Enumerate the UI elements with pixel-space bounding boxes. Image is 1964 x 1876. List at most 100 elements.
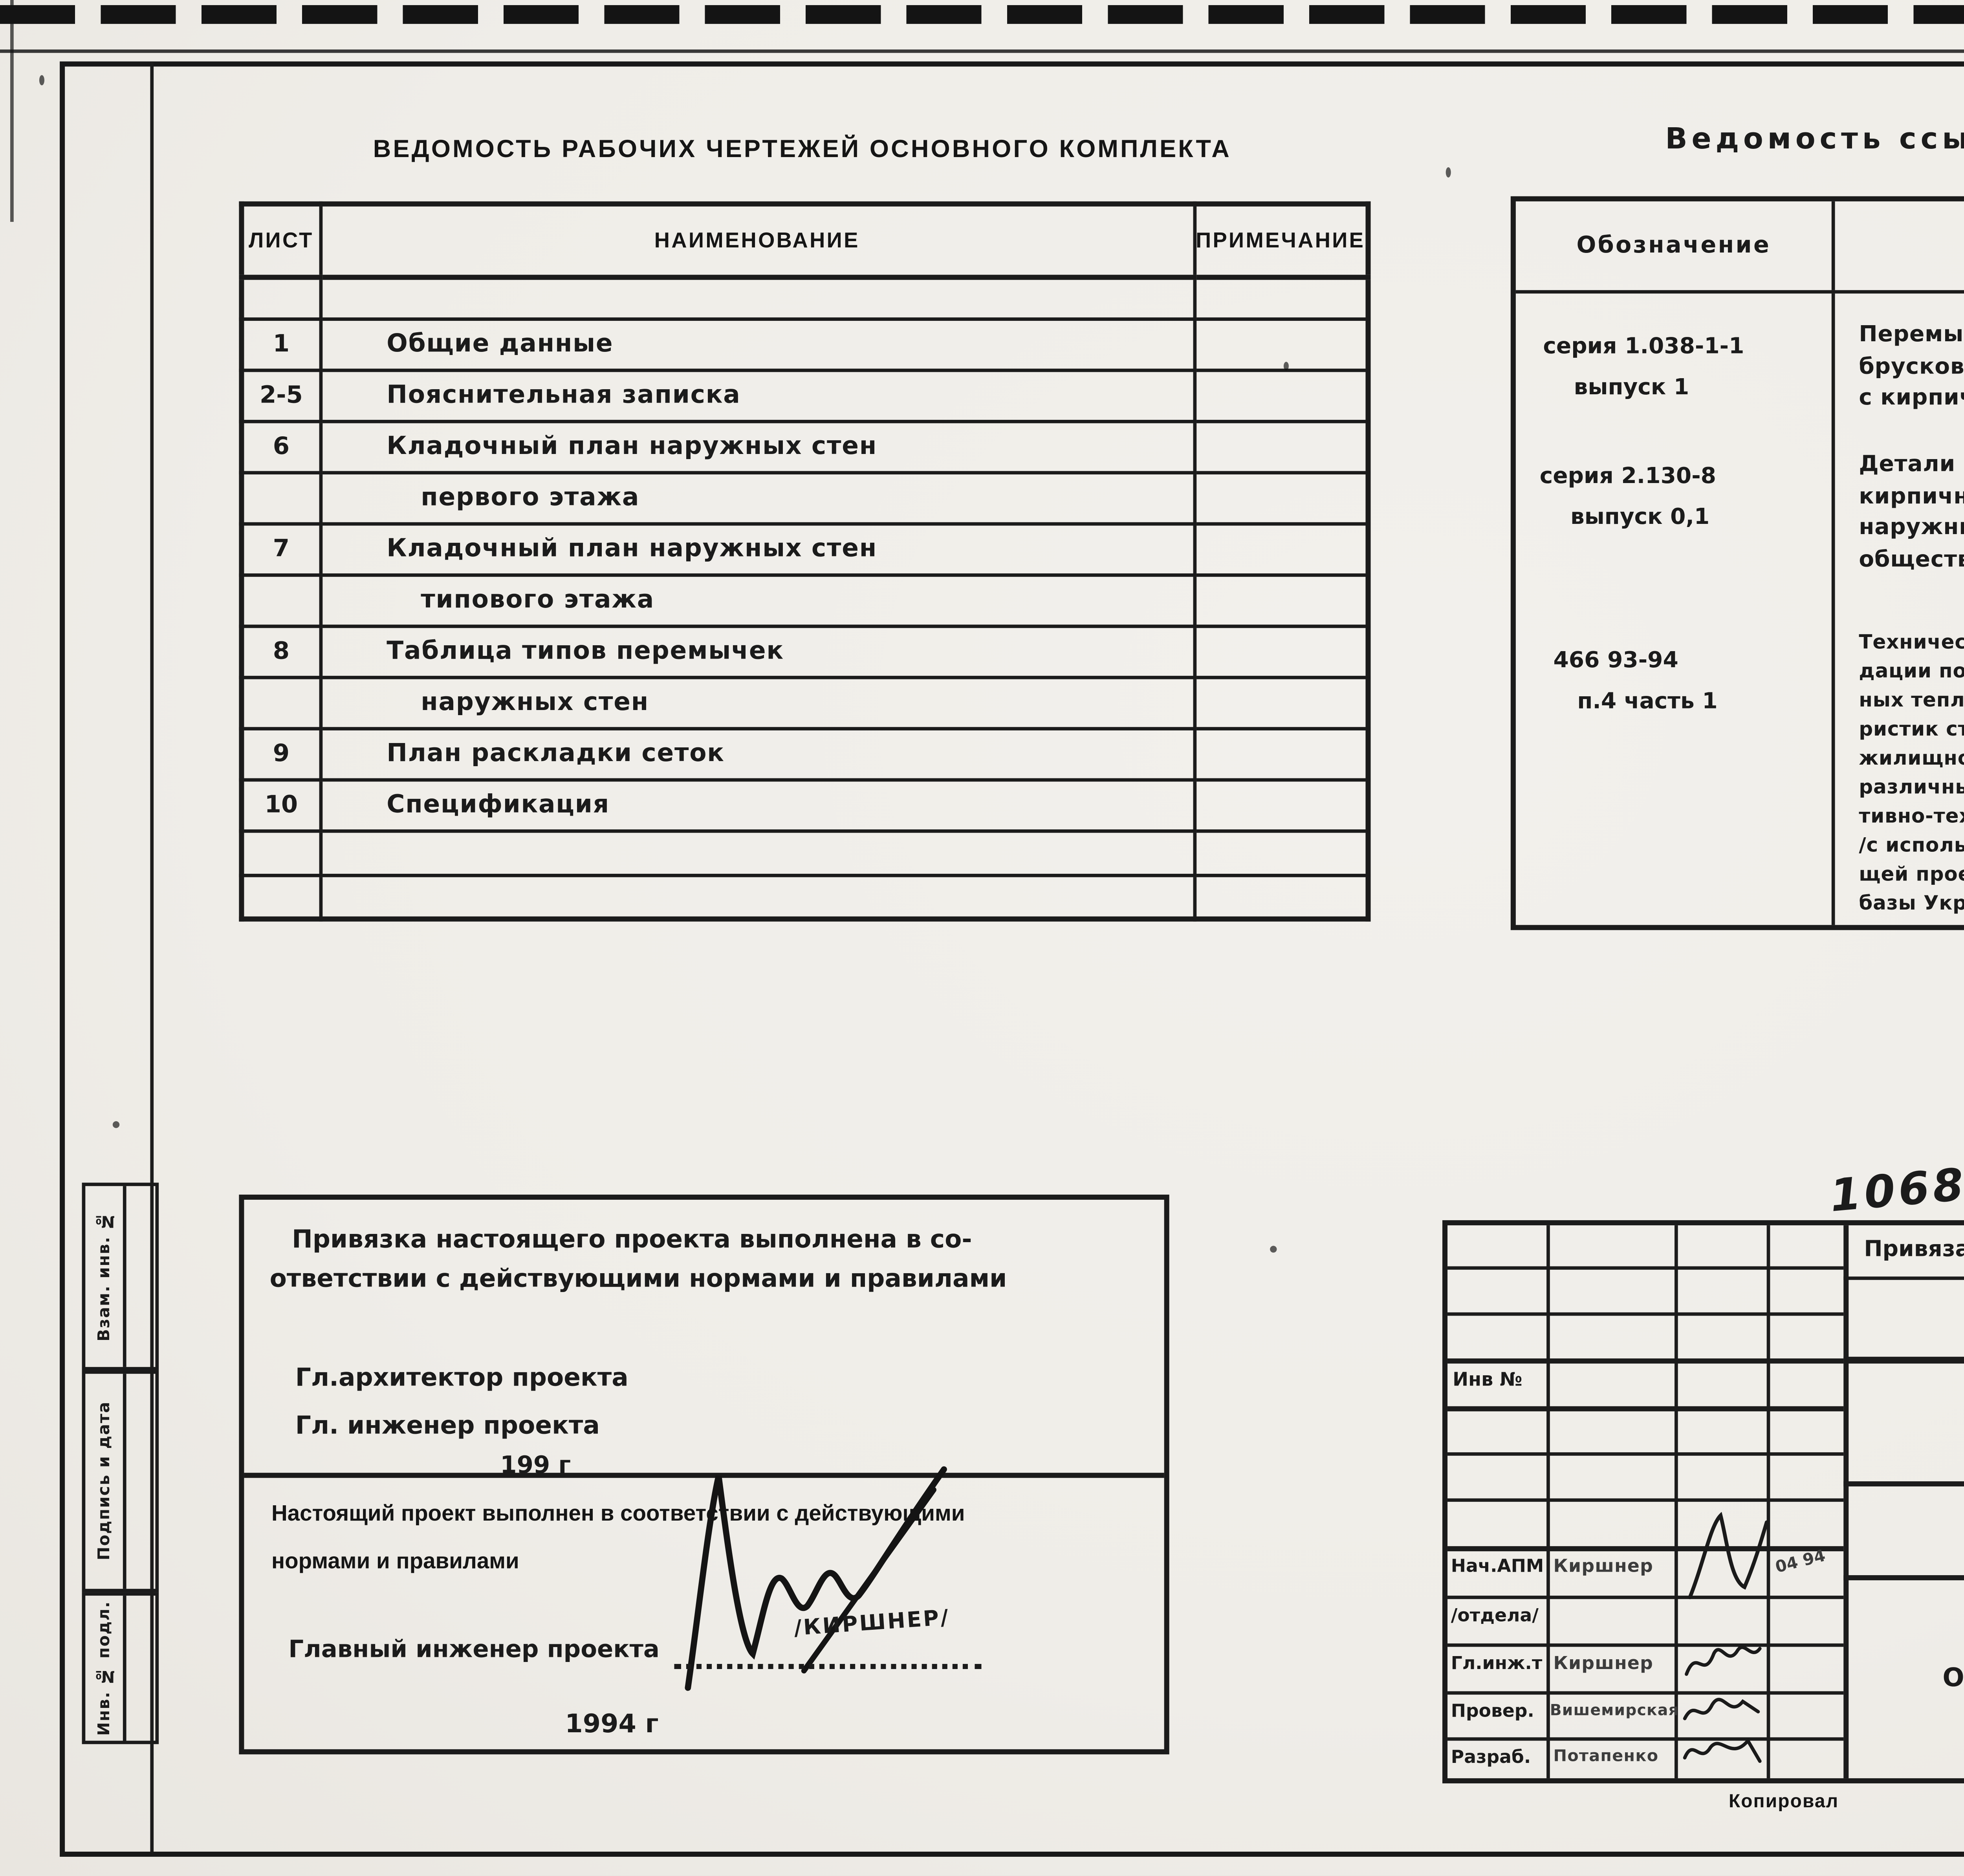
- binding-statement: Привязка настоящего проекта выполнена в …: [292, 1227, 972, 1255]
- signature-dotted-line: [674, 1640, 982, 1669]
- ref-entry-designation: серия 1.038-1-1 выпуск 1: [1543, 334, 1744, 401]
- signature-role: /отдела/: [1451, 1606, 1539, 1627]
- project-name: Р-3Б-4Б НА 10 КВАРТИР: [1874, 1534, 1964, 1565]
- scan-speck: [39, 75, 44, 86]
- grid-line: [1447, 1546, 1844, 1550]
- grid-line: [1843, 1276, 1964, 1280]
- signature-name: Вишемирская: [1550, 1703, 1679, 1720]
- grid-line: [1447, 1312, 1844, 1316]
- col-header-name: НАИМЕНОВАНИЕ: [318, 202, 1196, 280]
- signature-squiggle: [1683, 1698, 1760, 1720]
- ref-entry-name: Технические решения и рекомен- дации по …: [1859, 630, 1964, 915]
- year: 1994 г: [565, 1708, 659, 1739]
- sheet-frame: [60, 61, 1964, 1857]
- signature-role: Нач.АПМ: [1451, 1556, 1544, 1577]
- note-cell: [1192, 368, 1370, 423]
- grid-line: [1843, 1575, 1964, 1580]
- grid-line: [1843, 1481, 1964, 1487]
- table-row: 10 Спецификация: [240, 777, 1370, 832]
- grid-line: [1447, 1358, 1844, 1363]
- signature-squiggle: [1683, 1737, 1762, 1763]
- chief-engineer-label: Гл. инженер проекта: [295, 1413, 600, 1440]
- side-stamp-label: Инв. № подл.: [85, 1596, 126, 1741]
- side-stamp-label: Взам. инв. №: [85, 1186, 126, 1367]
- scan-speck: [1283, 362, 1289, 370]
- note-cell: [1192, 275, 1370, 320]
- scan-speck: [1270, 1246, 1277, 1253]
- table-row: [240, 873, 1370, 921]
- title-block: Инв № Нач.АПМ Киршнер 04 94 /отдела/ Гл.…: [1442, 1220, 1964, 1784]
- note-cell: [1192, 572, 1370, 628]
- reference-documents-title: Ведомость ссылочных документов: [1665, 123, 1964, 157]
- note-cell: [1192, 873, 1370, 921]
- working-drawings-table: ЛИСТ НАИМЕНОВАНИЕ ПРИМЕЧАНИЕ 1 Общие данн…: [239, 201, 1370, 922]
- table-row: первого этажа: [240, 470, 1370, 525]
- grid-line: [1447, 1406, 1844, 1411]
- ref-entry-name: Детали многослойных кирпичных и каменных…: [1859, 452, 1964, 573]
- scan-edge-line: [0, 49, 1964, 53]
- side-stamp-cell: Взам. инв. №: [82, 1182, 159, 1371]
- col-header-note: ПРИМЕЧАНИЕ: [1192, 202, 1370, 280]
- note-cell: [1192, 726, 1370, 781]
- note-cell: [1192, 777, 1370, 832]
- table-row: 1 Общие данные: [240, 317, 1370, 372]
- signature-role: Гл.инж.т: [1451, 1653, 1543, 1675]
- note-cell: [1192, 470, 1370, 525]
- table-row: 2-5 Пояснительная записка: [240, 368, 1370, 423]
- project-name: 5 ЭТАЖНАЯ БЛОК-СЕКЦИЯ: [1874, 1495, 1964, 1526]
- scan-edge-mark: [10, 0, 14, 222]
- sheet-title: ОБЩИЕ ДАННЫЕ: [1942, 1662, 1964, 1693]
- note-cell: [1192, 419, 1370, 474]
- signature-squiggle: [1688, 1512, 1769, 1600]
- side-stamp-cell: Подпись и дата: [82, 1370, 159, 1592]
- ref-entry-designation: 466 93-94 п.4 часть 1: [1553, 648, 1718, 715]
- col-header-sheet: ЛИСТ: [240, 202, 322, 280]
- grid-line: [1447, 1737, 1844, 1741]
- document-code: 87-010/1.2: [1874, 1417, 1964, 1449]
- note-cell: [1192, 624, 1370, 679]
- column-line: [1831, 293, 1835, 925]
- table-row: 9 План раскладки сеток: [240, 726, 1370, 781]
- attestation-block: Привязка настоящего проекта выполнена в …: [239, 1194, 1169, 1755]
- scan-speck: [112, 1121, 120, 1128]
- attached-label: Привязан: [1864, 1237, 1964, 1263]
- table-row: типового этажа: [240, 572, 1370, 628]
- ref-entry-name: Перемычки железобетонные брусковые для ж…: [1859, 322, 1964, 412]
- note-cell: [1192, 521, 1370, 576]
- inventory-label: Инв №: [1453, 1369, 1522, 1391]
- reference-documents-table: Обозначение Наименование Примечан серия …: [1510, 196, 1964, 930]
- compliance-statement: Настоящий проект выполнен в соответствии…: [271, 1500, 965, 1526]
- table-header-row: Обозначение Наименование Примечан: [1515, 201, 1964, 294]
- scan-speck: [1446, 167, 1451, 178]
- signature-date: 04 94: [1773, 1547, 1828, 1578]
- working-drawings-title: ВЕДОМОСТЬ РАБОЧИХ ЧЕРТЕЖЕЙ ОСНОВНОГО КОМ…: [373, 136, 1232, 164]
- binding-margin-line: [150, 61, 154, 1852]
- signer-label: Главный инженер проекта: [288, 1636, 660, 1664]
- table-row: 8 Таблица типов перемычек: [240, 624, 1370, 679]
- signature-name: Киршнер: [1553, 1653, 1654, 1675]
- grid-line: [1447, 1691, 1844, 1695]
- film-perforation-strip: [0, 5, 1964, 24]
- note-cell: [1192, 675, 1370, 730]
- col-header-name: Наименование: [1835, 201, 1964, 290]
- divider-line: [244, 1473, 1164, 1478]
- grid-line: [1447, 1452, 1844, 1456]
- table-row: 6 Кладочный план наружных стен: [240, 419, 1370, 474]
- note-cell: [1192, 828, 1370, 877]
- side-stamp-label: Подпись и дата: [85, 1374, 126, 1589]
- col-header-designation: Обозначение: [1516, 201, 1835, 290]
- grid-line: [1843, 1356, 1964, 1364]
- copied-by-label: Копировал: [1728, 1792, 1839, 1813]
- grid-line: [1447, 1498, 1844, 1502]
- grid-line: [1843, 1225, 1848, 1779]
- note-cell: [1192, 317, 1370, 372]
- signature-name: Киршнер: [1553, 1556, 1654, 1577]
- grid-line: [1447, 1596, 1844, 1599]
- table-row: наружных стен: [240, 675, 1370, 730]
- chief-architect-label: Гл.архитектор проекта: [295, 1365, 628, 1393]
- table-row: 7 Кладочный план наружных стен: [240, 521, 1370, 576]
- grid-line: [1447, 1643, 1844, 1647]
- table-row: [240, 828, 1370, 877]
- signature-role: Разраб.: [1451, 1747, 1531, 1768]
